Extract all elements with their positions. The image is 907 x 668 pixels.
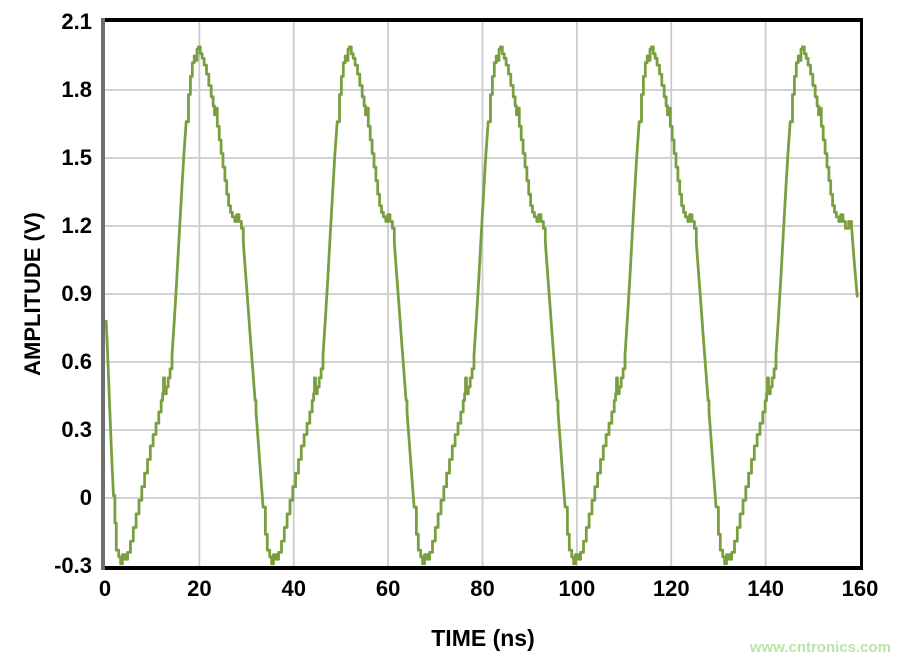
y-tick-label: 0.3 — [61, 417, 92, 442]
y-tick-label: 1.5 — [61, 145, 92, 170]
x-tick-label: 140 — [747, 576, 784, 601]
gridlines — [105, 22, 860, 566]
x-tick-label: 80 — [470, 576, 495, 601]
x-tick-label: 20 — [187, 576, 212, 601]
x-axis-line — [101, 566, 863, 570]
x-tick-label: 40 — [281, 576, 306, 601]
plot-area — [105, 22, 860, 566]
y-tick-label: 0 — [79, 485, 92, 510]
x-tick-label: 60 — [375, 576, 401, 601]
y-tick-label: 1.2 — [61, 213, 92, 238]
y-axis-line — [101, 18, 105, 570]
y-tick-label: 2.1 — [61, 9, 92, 34]
y-tick-label: -0.3 — [54, 553, 92, 578]
y-tick-label: 0.9 — [61, 281, 92, 306]
waveform-svg — [105, 22, 860, 566]
plot-border-right — [860, 18, 863, 570]
y-tick-label: 0.6 — [61, 349, 92, 374]
x-tick-label: 160 — [841, 576, 879, 601]
watermark-text: www.cntronics.com — [749, 639, 891, 656]
x-tick-label: 100 — [558, 576, 596, 601]
waveform-trace — [105, 45, 859, 566]
x-axis-title: TIME (ns) — [431, 625, 535, 651]
x-tick-label: 120 — [652, 576, 690, 601]
plot-border-top — [101, 18, 863, 22]
x-tick-label: 0 — [98, 576, 112, 601]
y-tick-label: 1.8 — [61, 77, 92, 102]
